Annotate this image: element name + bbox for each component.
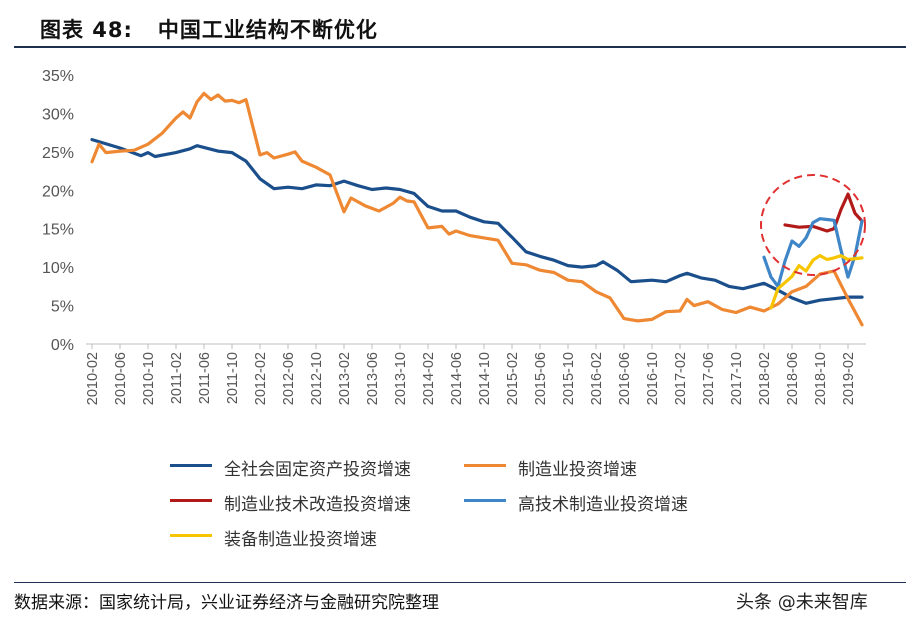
legend-swatch: [170, 499, 212, 502]
x-tick-label: 2018-02: [757, 352, 773, 405]
watermark: 头条 @未来智库: [736, 592, 868, 613]
series-line: [762, 217, 864, 288]
legend-label: 制造业投资增速: [518, 460, 637, 480]
x-tick-label: 2014-10: [477, 352, 493, 405]
legend-swatch: [464, 499, 506, 502]
line-chart: 0% 5% 10% 15% 20% 25% 30% 35% 2010-02 2010-06 2010…: [42, 68, 866, 405]
x-tick-label: 2013-10: [393, 352, 409, 405]
x-tick-label: 2014-06: [449, 352, 465, 405]
series-line: [783, 192, 864, 233]
x-tick-label: 2016-02: [589, 352, 605, 405]
legend-swatch: [170, 534, 212, 537]
x-tick-label: 2012-02: [253, 352, 269, 405]
series-line: [90, 91, 864, 327]
y-tick-label: 0%: [51, 337, 74, 354]
series-line: [769, 254, 864, 310]
x-tick-label: 2014-02: [421, 352, 437, 405]
x-tick-label: 2015-10: [561, 352, 577, 405]
x-tick-label: 2010-10: [141, 352, 157, 405]
y-tick-label: 35%: [42, 68, 74, 85]
x-tick-label: 2015-06: [533, 352, 549, 405]
x-tick-label: 2011-06: [197, 352, 213, 404]
x-tick-label: 2017-10: [729, 352, 745, 405]
y-tick-label: 10%: [42, 260, 74, 277]
footer-divider: [14, 582, 906, 583]
x-tick-label: 2016-06: [617, 352, 633, 405]
x-tick-label: 2013-02: [337, 352, 353, 405]
legend-swatch: [170, 464, 212, 467]
x-tick-label: 2011-10: [225, 352, 241, 404]
x-tick-label: 2017-06: [701, 352, 717, 405]
x-tick-label: 2011-02: [169, 352, 185, 404]
series-line: [90, 138, 864, 305]
x-tick-label: 2015-02: [505, 352, 521, 405]
series-layer: [90, 91, 864, 327]
y-tick-label: 15%: [42, 222, 74, 239]
x-tick-label: 2010-06: [113, 352, 129, 405]
x-tick-label: 2013-06: [365, 352, 381, 405]
legend-label: 装备制造业投资增速: [224, 530, 377, 550]
legend-label: 制造业技术改造投资增速: [224, 495, 411, 515]
x-tick-label: 2012-06: [281, 352, 297, 405]
highlight-circle: [760, 174, 866, 276]
legend-label: 全社会固定资产投资增速: [224, 460, 411, 480]
x-tick-label: 2018-10: [813, 352, 829, 405]
page-title: 图表 48: 中国工业结构不断优化: [40, 18, 378, 42]
x-tick-label: 2018-06: [785, 352, 801, 405]
x-tick-label: 2017-02: [673, 352, 689, 405]
y-tick-label: 30%: [42, 106, 74, 123]
source-note: 数据来源：国家统计局，兴业证券经济与金融研究院整理: [14, 593, 439, 613]
x-tick-label: 2012-10: [309, 352, 325, 405]
y-tick-label: 25%: [42, 145, 74, 162]
x-tick-label: 2016-10: [645, 352, 661, 405]
axis-layer: 0% 5% 10% 15% 20% 25% 30% 35% 2010-02 2010-06 2010…: [42, 68, 866, 405]
legend-swatch: [464, 464, 506, 467]
y-tick-label: 20%: [42, 183, 74, 200]
x-tick-label: 2019-02: [841, 352, 857, 405]
title-bar: 图表 48: 中国工业结构不断优化: [14, 12, 906, 48]
x-tick-label: 2010-02: [85, 352, 101, 405]
y-tick-label: 5%: [51, 299, 74, 316]
legend-label: 高技术制造业投资增速: [518, 495, 688, 515]
